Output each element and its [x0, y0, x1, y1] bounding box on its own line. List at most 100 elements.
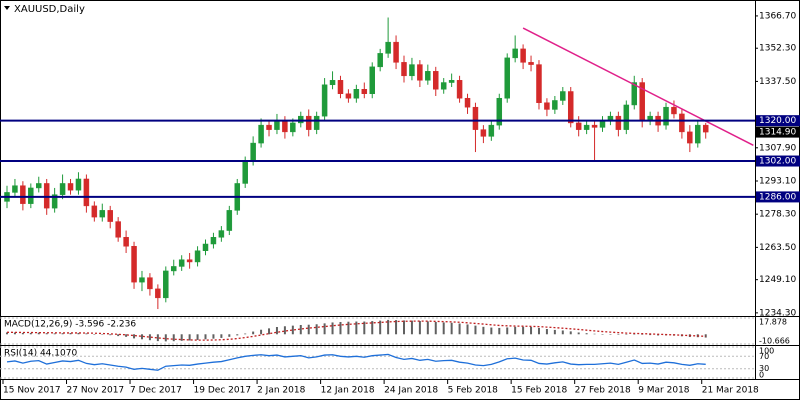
candle-body: [186, 259, 193, 263]
x-tick-label: 21 Mar 2018: [702, 386, 759, 396]
macd-bar: [339, 321, 342, 335]
price-tag: [756, 126, 800, 138]
candle-body: [20, 185, 26, 204]
x-tick-label: 24 Jan 2018: [384, 386, 438, 396]
macd-bar: [426, 321, 429, 335]
macd-bar: [291, 325, 294, 335]
candle-body: [520, 48, 526, 63]
candle-body: [163, 270, 169, 299]
menu-arrow[interactable]: [4, 6, 10, 10]
macd-bar: [93, 334, 96, 335]
macd-bar: [101, 334, 104, 335]
candle-body: [321, 84, 328, 117]
indicator-tick-label: 17.878: [759, 318, 787, 327]
candle-body: [552, 100, 558, 110]
y-tick-label: 1366.70: [759, 11, 796, 21]
macd-bar: [363, 321, 366, 335]
candle-body: [631, 82, 638, 106]
candle-body: [679, 113, 685, 133]
candle-body: [226, 210, 233, 231]
x-tick-label: 7 Dec 2017: [130, 386, 182, 396]
indicator-tick-label: 30: [759, 364, 769, 373]
candle-body: [99, 210, 106, 218]
level-tag: [756, 191, 800, 203]
macd-bar: [61, 333, 64, 335]
macd-bar: [275, 326, 278, 335]
macd-bar: [482, 326, 485, 335]
macd-bar: [260, 329, 263, 335]
y-tick-label: 1249.10: [759, 275, 796, 285]
macd-bar: [506, 327, 509, 335]
macd-bar: [212, 334, 215, 339]
candle-body: [528, 62, 534, 65]
candle-body: [496, 97, 503, 126]
macd-bar: [601, 334, 604, 335]
candle-body: [488, 124, 495, 137]
macd-bar: [204, 334, 207, 340]
candle-body: [282, 120, 288, 133]
candle-body: [695, 124, 701, 144]
macd-bar: [283, 326, 286, 335]
candle-body: [663, 106, 669, 126]
trendline: [522, 27, 754, 146]
macd-bar: [442, 322, 445, 335]
x-tick-label: 15 Nov 2017: [3, 386, 61, 396]
candle-body: [591, 124, 598, 128]
candle-body: [75, 178, 82, 191]
candle-body: [409, 64, 415, 77]
candle-body: [139, 277, 145, 283]
candle-body: [202, 243, 209, 251]
macd-bar: [585, 333, 588, 335]
macd-bar: [387, 319, 390, 335]
candle-body: [305, 115, 312, 130]
macd-bar: [403, 320, 405, 335]
macd-bar: [331, 322, 334, 335]
macd-bar: [109, 334, 112, 336]
macd-bar: [172, 334, 175, 342]
candle-body: [194, 250, 201, 263]
candle-body: [353, 89, 360, 99]
candle-body: [425, 71, 431, 81]
candle-body: [337, 80, 344, 94]
price-label: 1314.90: [759, 128, 796, 138]
candle-body: [369, 66, 375, 94]
macd-bar: [53, 333, 56, 335]
candle-body: [210, 237, 217, 245]
macd-bar: [244, 333, 247, 335]
candle-body: [28, 187, 34, 204]
macd-bar: [299, 324, 302, 335]
macd-bar: [307, 324, 310, 335]
macd-bar: [45, 333, 48, 335]
y-tick-label: 1263.50: [759, 243, 796, 253]
macd-bar: [37, 332, 40, 335]
x-tick-label: 27 Feb 2018: [575, 386, 631, 396]
macd-bar: [180, 334, 183, 341]
macd-bar: [537, 327, 540, 335]
candle-body: [51, 194, 58, 209]
candle-body: [512, 48, 518, 59]
macd-bar: [6, 332, 8, 335]
y-tick-label: 1278.30: [759, 210, 796, 220]
indicator-tick-label: 70: [759, 352, 769, 361]
macd-bar: [371, 321, 374, 335]
macd-bar: [617, 334, 620, 335]
indicator-title: RSI(14) 44.1070: [4, 349, 77, 359]
x-tick-label: 27 Nov 2017: [67, 386, 125, 396]
macd-bar: [545, 329, 548, 335]
indicator-tick-label: -10.666: [759, 337, 790, 346]
indicator-title: MACD(12,26,9) -3.596 -2.236: [4, 320, 136, 330]
macd-bar: [410, 320, 413, 335]
candle-body: [218, 230, 225, 238]
rsi-line: [6, 353, 706, 371]
candle-body: [298, 115, 304, 124]
candle-body: [361, 89, 368, 94]
macd-bar: [355, 321, 358, 335]
candle-body: [91, 205, 98, 218]
macd-bar: [530, 326, 533, 335]
candle-body: [456, 80, 463, 99]
macd-bar: [641, 334, 644, 335]
macd-bar: [188, 334, 191, 341]
y-tick-label: 1293.10: [759, 176, 796, 186]
y-tick-label: 1352.30: [759, 44, 796, 54]
macd-bar: [133, 334, 136, 339]
